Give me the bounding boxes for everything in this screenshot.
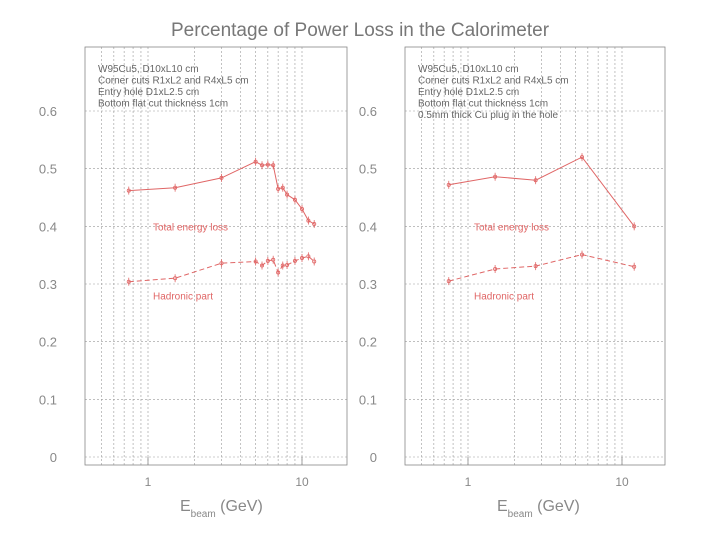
data-point [260, 263, 265, 268]
series-label: Hadronic part [474, 292, 534, 303]
y-tick-label: 0.6 [359, 104, 377, 119]
series-label: Hadronic part [153, 292, 213, 303]
series-line-hadronic [128, 255, 315, 283]
data-point [312, 222, 317, 227]
data-point [446, 182, 451, 187]
data-point [253, 159, 258, 164]
x-axis-label-main: E [180, 498, 191, 515]
y-tick-label: 0.3 [359, 277, 377, 292]
info-text-line: 0.5mm thick Cu plug in the hole [418, 110, 559, 121]
y-tick-label: 0.5 [39, 162, 57, 177]
data-point [285, 192, 290, 197]
y-tick-label: 0.6 [39, 104, 57, 119]
x-axis-label-main: E [497, 498, 508, 515]
x-axis-label-sub: beam [191, 509, 216, 520]
y-tick-label: 0 [50, 450, 57, 465]
data-point [299, 207, 304, 212]
x-tick-label: 10 [615, 475, 629, 489]
data-point [126, 279, 131, 284]
x-tick-label: 1 [465, 475, 472, 489]
info-text-line: Entry hole D1xL2.5 cm [98, 87, 199, 98]
data-point [271, 163, 276, 168]
chart-title: Percentage of Power Loss in the Calorime… [170, 20, 550, 41]
data-point [276, 270, 281, 275]
data-point [312, 259, 317, 264]
info-text-line: Entry hole D1xL2.5 cm [418, 87, 519, 98]
data-point [253, 259, 258, 264]
y-tick-label: 0.2 [39, 335, 57, 350]
y-tick-label: 0.4 [39, 219, 57, 234]
data-point [632, 264, 637, 269]
data-point [580, 155, 585, 160]
data-point [219, 261, 224, 266]
y-tick-label: 0.4 [359, 219, 377, 234]
data-point [446, 279, 451, 284]
data-point [271, 257, 276, 262]
data-point [280, 185, 285, 190]
data-point [299, 256, 304, 261]
plot-frame [84, 46, 348, 466]
info-text-line: W95Cu5, D10xL10 cm [418, 64, 519, 75]
data-point [580, 252, 585, 257]
chart-panel-2: 0 0.1 0.2 0.3 0.4 0.5 0.6 1 10 W95Cu5, D10xL10 cm… [359, 46, 666, 520]
data-point [219, 175, 224, 180]
x-axis-label-unit: (GeV) [216, 498, 263, 515]
data-point [285, 262, 290, 267]
info-text-line: W95Cu5, D10xL10 cm [98, 64, 199, 75]
data-point [493, 174, 498, 179]
data-point [265, 258, 270, 263]
data-point [632, 224, 637, 229]
data-point [126, 188, 131, 193]
y-tick-label: 0.5 [359, 162, 377, 177]
data-point [292, 258, 297, 263]
data-point [533, 178, 538, 183]
data-point [493, 267, 498, 272]
series-label: Total energy loss [474, 222, 549, 233]
x-tick-label: 10 [295, 475, 309, 489]
data-point [173, 185, 178, 190]
y-tick-label: 0.1 [39, 392, 57, 407]
y-tick-label: 0.1 [359, 392, 377, 407]
x-tick-label: 1 [145, 475, 152, 489]
data-point [306, 218, 311, 223]
data-point [265, 162, 270, 167]
y-tick-label: 0.3 [39, 277, 57, 292]
x-axis-label-unit: (GeV) [533, 498, 580, 515]
data-point [306, 254, 311, 259]
chart-panel-1: 0 0.1 0.2 0.3 0.4 0.5 0.6 1 10 W95Cu5, D10xL10 cm… [39, 46, 348, 520]
y-tick-label: 0 [370, 450, 377, 465]
info-text-line: Bottom flat cut thickness 1cm [98, 99, 228, 110]
x-axis-label: Ebeam (GeV) [180, 498, 263, 520]
y-tick-label: 0.2 [359, 335, 377, 350]
data-point [276, 186, 281, 191]
data-point [280, 263, 285, 268]
data-point [260, 163, 265, 168]
series-label: Total energy loss [153, 222, 228, 233]
plot-frame [404, 46, 666, 466]
info-text-line: Bottom flat cut thickness 1cm [418, 99, 548, 110]
info-text-line: Corner cuts R1xL2 and R4xL5 cm [418, 76, 569, 87]
data-point [533, 264, 538, 269]
data-point [173, 276, 178, 281]
x-axis-label-sub: beam [508, 509, 533, 520]
info-text-line: Corner cuts R1xL2 and R4xL5 cm [98, 76, 249, 87]
data-point [292, 197, 297, 202]
x-axis-label: Ebeam (GeV) [497, 498, 580, 520]
